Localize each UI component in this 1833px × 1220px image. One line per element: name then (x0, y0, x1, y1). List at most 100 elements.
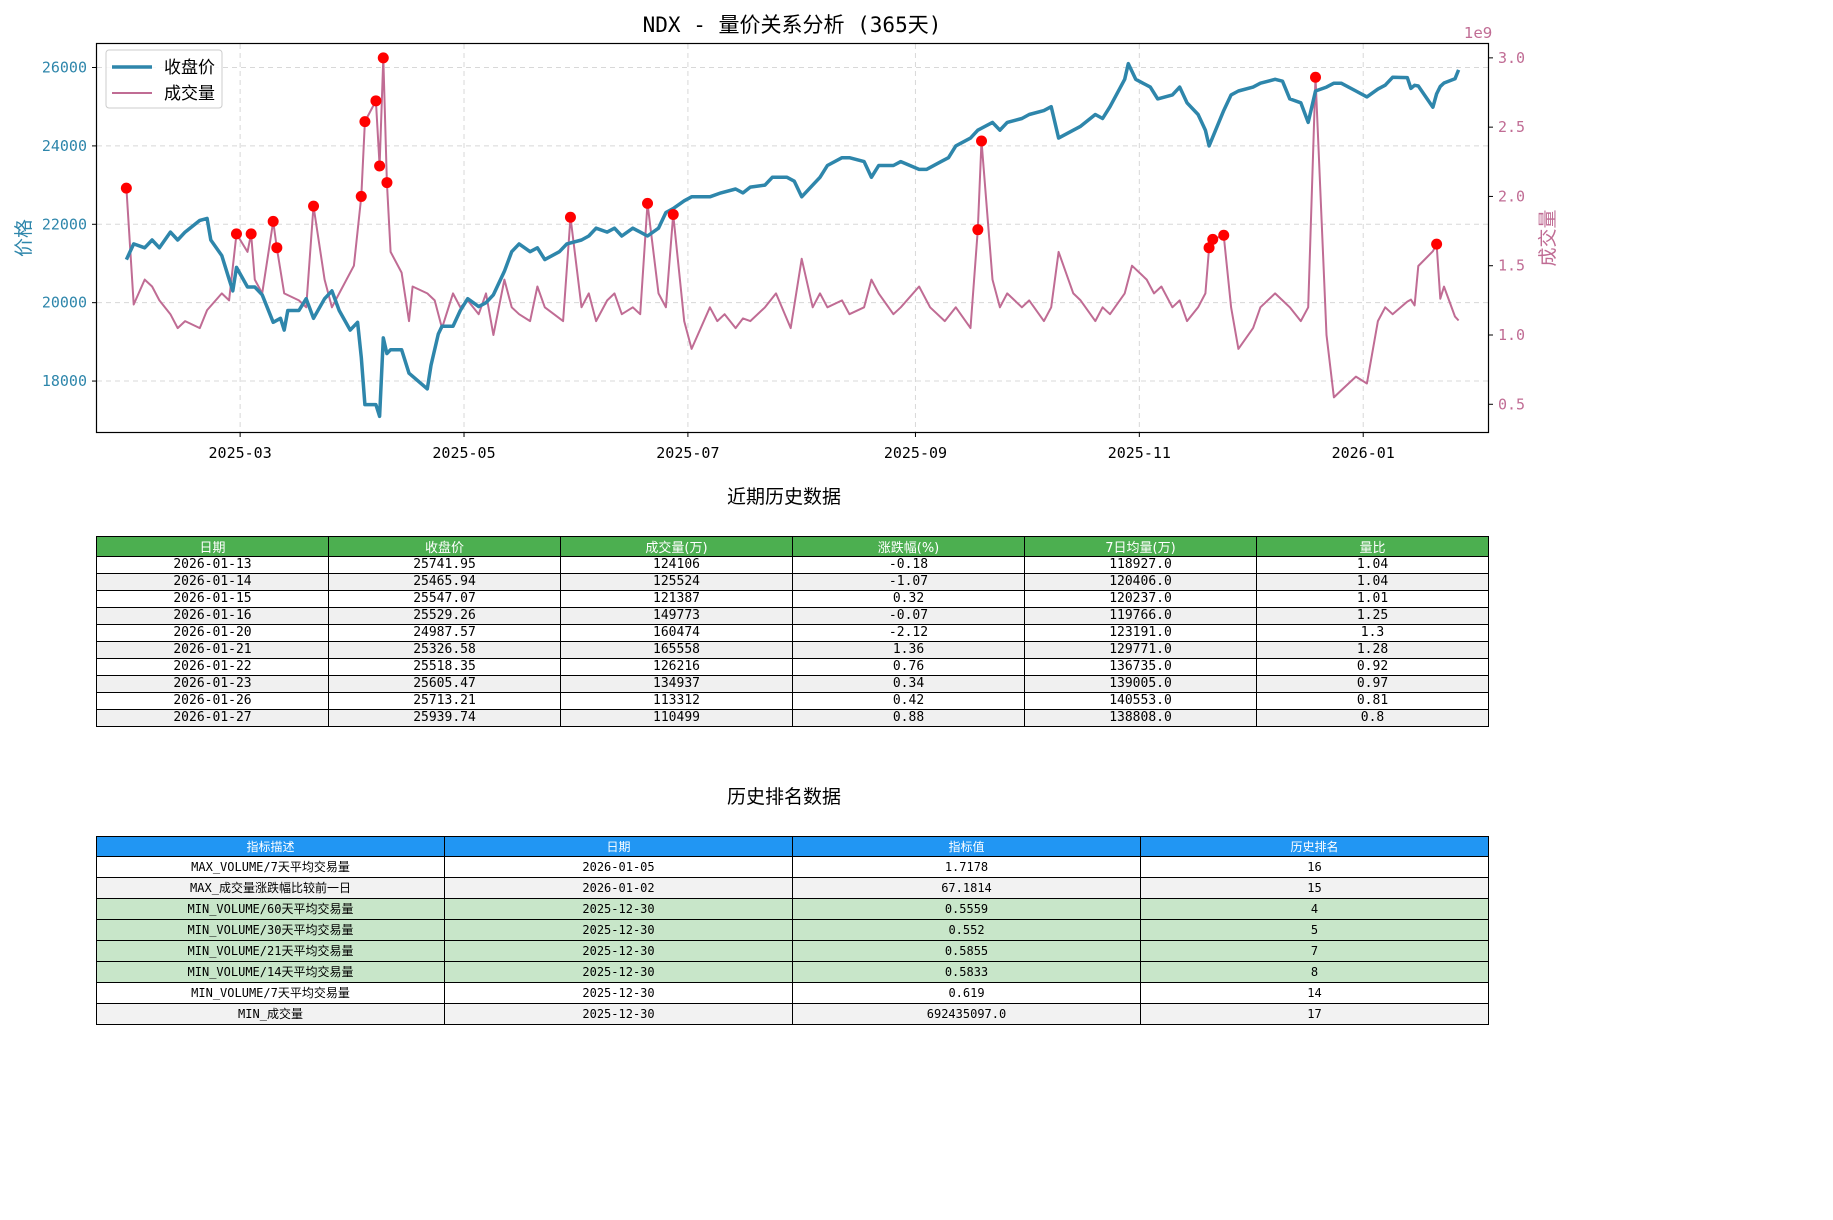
table-cell: 692435097.0 (792, 1003, 1141, 1025)
table-cell: 124106 (560, 556, 793, 574)
volume-spike-point (359, 116, 371, 128)
table-row: 2026-01-23 25605.47 134937 0.34 139005.0 0.97 (96, 675, 1489, 693)
table-cell: 67.1814 (792, 877, 1141, 899)
price-line (124, 61, 1461, 419)
x-axis: 2025-03 2025-05 2025-07 2025-09 2025-11 2026-… (209, 432, 1395, 462)
table-row: MIN_成交量 2025-12-30 692435097.0 17 (96, 1003, 1489, 1025)
table-cell: 1.04 (1256, 573, 1489, 591)
y-axis-left-label: 价格 (13, 219, 35, 257)
grid-lines (97, 44, 1488, 432)
table-cell: 25529.26 (328, 607, 561, 625)
table-cell: 0.42 (792, 692, 1025, 710)
table-cell: 0.5855 (792, 940, 1141, 962)
volume-spike-point (370, 95, 382, 107)
volume-spike-point (245, 228, 257, 240)
table-cell: 125524 (560, 573, 793, 591)
table-cell: 160474 (560, 624, 793, 642)
y-tick-label-right: 1.0 (1498, 326, 1525, 344)
table-cell: 14 (1140, 982, 1489, 1004)
column-header: 历史排名 (1140, 836, 1489, 857)
table-cell: MIN_VOLUME/7天平均交易量 (96, 982, 445, 1004)
table-cell: 165558 (560, 641, 793, 659)
table-cell: 0.619 (792, 982, 1141, 1004)
volume-spike-point (355, 190, 367, 202)
x-tick-label: 2025-11 (1108, 444, 1171, 462)
table-cell: 0.97 (1256, 675, 1489, 693)
volume-spike-point (377, 52, 389, 64)
price-volume-chart: NDX - 量价关系分析 (365天) 2025-03 2025-05 2025-0… (13, 13, 1559, 462)
table-row: MIN_VOLUME/21天平均交易量 2025-12-30 0.5855 7 (96, 940, 1489, 962)
x-tick-label: 2025-05 (432, 444, 495, 462)
table-row: MIN_VOLUME/30天平均交易量 2025-12-30 0.552 5 (96, 919, 1489, 941)
table-cell: 139005.0 (1024, 675, 1257, 693)
table-cell: 17 (1140, 1003, 1489, 1025)
table-cell: 2026-01-15 (96, 590, 329, 608)
table-cell: MIN_成交量 (96, 1003, 445, 1025)
table-row: 2026-01-13 25741.95 124106 -0.18 118927.0 1.0… (96, 556, 1489, 574)
volume-spike-point (308, 200, 320, 212)
volume-spike-point (667, 208, 679, 220)
y-tick-label-right: 1.5 (1498, 257, 1525, 275)
table-cell: 2025-12-30 (444, 982, 793, 1004)
table-cell: 2026-01-02 (444, 877, 793, 899)
table-row: 2026-01-16 25529.26 149773 -0.07 119766.0 1.2… (96, 607, 1489, 625)
table-cell: MIN_VOLUME/60天平均交易量 (96, 898, 445, 920)
table-cell: 25605.47 (328, 675, 561, 693)
volume-spike-point (230, 228, 242, 240)
table-cell: 113312 (560, 692, 793, 710)
table-row: 2026-01-14 25465.94 125524 -1.07 120406.0 1.0… (96, 573, 1489, 591)
y-axis-right-multiplier: 1e9 (1464, 24, 1492, 42)
x-tick-label: 2026-01 (1332, 444, 1395, 462)
table-cell: 120237.0 (1024, 590, 1257, 608)
table-cell: 123191.0 (1024, 624, 1257, 642)
table-cell: MAX_VOLUME/7天平均交易量 (96, 856, 445, 878)
column-header: 成交量(万) (560, 536, 793, 557)
y-axis-left: 18000 20000 22000 24000 26000 (42, 59, 97, 390)
recent-history-table: 日期 收盘价 成交量(万) 涨跌幅(%) 7日均量(万) 量比 2026-01-13 257… (96, 536, 1489, 727)
table-cell: 2026-01-21 (96, 641, 329, 659)
y-tick-label-right: 2.5 (1498, 118, 1525, 136)
y-tick-label-left: 22000 (42, 215, 87, 233)
table-cell: 0.81 (1256, 692, 1489, 710)
volume-spike-point (120, 182, 132, 194)
y-tick-label-left: 20000 (42, 294, 87, 312)
table-cell: 2026-01-05 (444, 856, 793, 878)
table-cell: 1.7178 (792, 856, 1141, 878)
y-tick-label-right: 2.0 (1498, 187, 1525, 205)
table-cell: 25326.58 (328, 641, 561, 659)
table-cell: 0.32 (792, 590, 1025, 608)
table-cell: 121387 (560, 590, 793, 608)
table-cell: 1.25 (1256, 607, 1489, 625)
table-cell: 2026-01-27 (96, 709, 329, 727)
table-cell: 0.552 (792, 919, 1141, 941)
table-cell: 25713.21 (328, 692, 561, 710)
table-cell: 119766.0 (1024, 607, 1257, 625)
x-tick-label: 2025-09 (884, 444, 947, 462)
column-header: 涨跌幅(%) (792, 536, 1025, 557)
table-cell: MIN_VOLUME/21天平均交易量 (96, 940, 445, 962)
table-cell: 2025-12-30 (444, 961, 793, 983)
table-row: 2026-01-26 25713.21 113312 0.42 140553.0 0.81 (96, 692, 1489, 710)
table-cell: 2026-01-16 (96, 607, 329, 625)
y-tick-label-left: 26000 (42, 59, 87, 77)
table-cell: 1.28 (1256, 641, 1489, 659)
table-cell: MAX_成交量涨跌幅比较前一日 (96, 877, 445, 899)
volume-spike-point (564, 211, 576, 223)
table-cell: 1.3 (1256, 624, 1489, 642)
table-cell: 120406.0 (1024, 573, 1257, 591)
table-cell: 16 (1140, 856, 1489, 878)
column-header: 量比 (1256, 536, 1489, 557)
volume-spike-point (1203, 242, 1215, 254)
x-tick-label: 2025-07 (656, 444, 719, 462)
volume-series (125, 56, 1460, 399)
recent-table-title: 近期历史数据 (726, 486, 841, 508)
table-cell: 0.5833 (792, 961, 1141, 983)
table-cell: 2026-01-13 (96, 556, 329, 574)
column-header: 指标描述 (96, 836, 445, 857)
table-cell: 1.36 (792, 641, 1025, 659)
column-header: 日期 (96, 536, 329, 557)
table-row: 2026-01-20 24987.57 160474 -2.12 123191.0 1.3 (96, 624, 1489, 642)
y-axis-right-label: 成交量 (1537, 209, 1559, 266)
y-axis-right: 0.5 1.0 1.5 2.0 2.5 3.0 (1488, 49, 1525, 413)
table-cell: -0.18 (792, 556, 1025, 574)
